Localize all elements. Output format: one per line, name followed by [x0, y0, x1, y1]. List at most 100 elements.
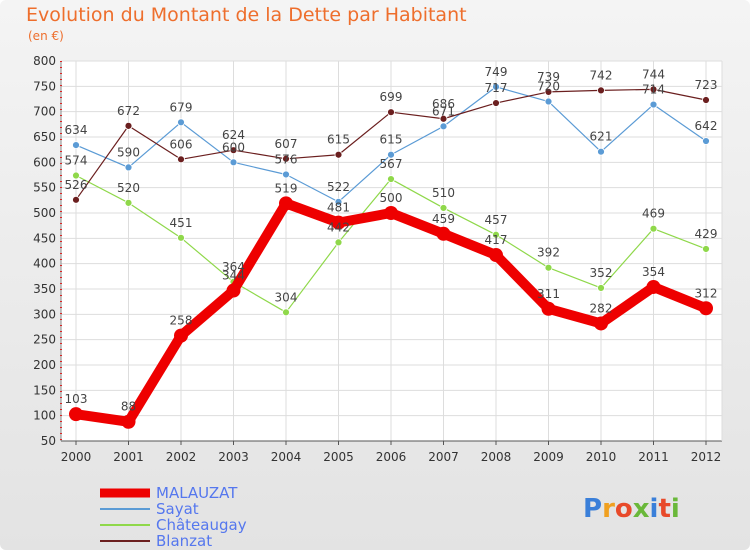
data-label-châteaugay: 574: [65, 154, 88, 168]
data-label-sayat: 720: [537, 80, 560, 94]
legend-label-châteaugay: Châteaugay: [156, 516, 247, 534]
data-label-sayat: 671: [432, 104, 455, 118]
x-tick-label: 2007: [428, 450, 459, 464]
data-label-blanzat: 723: [695, 78, 718, 92]
data-point-sayat: [544, 97, 553, 106]
data-label-malauzat: 519: [275, 181, 298, 195]
data-point-châteaugay: [492, 230, 500, 239]
data-point-malauzat: [646, 279, 661, 294]
data-label-malauzat: 344: [222, 269, 245, 283]
data-label-châteaugay: 442: [327, 220, 350, 234]
data-label-châteaugay: 567: [380, 157, 403, 171]
y-tick-label: 450: [33, 231, 56, 245]
data-label-malauzat: 417: [485, 233, 508, 247]
data-point-malauzat: [436, 226, 451, 241]
data-label-châteaugay: 510: [432, 186, 455, 200]
data-point-châteaugay: [597, 284, 605, 292]
data-label-sayat: 634: [65, 123, 88, 137]
data-point-sayat: [492, 82, 500, 91]
y-tick-label: 600: [33, 155, 56, 169]
data-point-blanzat: [597, 86, 605, 95]
data-point-malauzat: [699, 301, 713, 316]
y-tick-label: 100: [33, 409, 56, 423]
data-point-sayat: [124, 163, 133, 172]
x-tick-label: 2002: [166, 450, 197, 464]
data-label-blanzat: 526: [65, 178, 88, 192]
data-label-malauzat: 481: [327, 201, 350, 215]
data-label-châteaugay: 429: [695, 227, 718, 241]
data-point-sayat: [597, 147, 605, 156]
data-label-malauzat: 88: [121, 400, 136, 414]
data-point-sayat: [702, 137, 710, 145]
y-tick-label: 800: [33, 54, 56, 68]
y-tick-label: 200: [33, 358, 56, 372]
data-point-sayat: [177, 118, 185, 127]
data-label-sayat: 590: [117, 145, 140, 159]
data-label-blanzat: 624: [222, 128, 245, 142]
proxiti-logo: Proxiti: [583, 494, 680, 524]
data-point-sayat: [649, 100, 658, 109]
data-label-sayat: 749: [485, 65, 508, 79]
data-point-blanzat: [124, 121, 133, 130]
data-point-malauzat: [384, 206, 398, 220]
data-point-blanzat: [177, 155, 185, 164]
data-point-châteaugay: [124, 198, 133, 207]
data-point-sayat: [334, 197, 343, 206]
y-tick-label: 250: [33, 333, 56, 347]
data-label-châteaugay: 352: [590, 266, 613, 280]
data-point-blanzat: [72, 195, 80, 204]
data-label-blanzat: 607: [275, 137, 298, 151]
data-point-malauzat: [594, 316, 608, 331]
x-tick-label: 2011: [638, 450, 669, 464]
data-point-châteaugay: [544, 263, 553, 272]
data-label-blanzat: 615: [327, 133, 350, 147]
data-label-malauzat: 500: [380, 191, 403, 205]
data-label-malauzat: 354: [642, 265, 665, 279]
data-point-malauzat: [69, 407, 83, 422]
data-point-châteaugay: [72, 171, 80, 180]
data-label-châteaugay: 364: [222, 260, 245, 274]
data-label-châteaugay: 392: [537, 246, 560, 260]
data-label-sayat: 576: [275, 152, 298, 166]
y-tick-label: 650: [33, 130, 56, 144]
x-tick-label: 2005: [323, 450, 354, 464]
data-point-châteaugay: [177, 233, 185, 242]
data-label-sayat: 642: [695, 119, 718, 133]
data-label-blanzat: 742: [590, 68, 613, 82]
legend-label-sayat: Sayat: [156, 500, 199, 518]
x-tick-label: 2003: [218, 450, 249, 464]
data-point-malauzat: [226, 283, 241, 298]
legend-label-blanzat: Blanzat: [156, 532, 212, 550]
data-label-sayat: 621: [590, 130, 613, 144]
data-point-blanzat: [492, 99, 500, 107]
data-point-sayat: [387, 150, 395, 159]
y-tick-label: 300: [33, 307, 56, 321]
data-label-blanzat: 672: [117, 104, 140, 118]
data-label-blanzat: 739: [537, 70, 560, 84]
data-point-châteaugay: [282, 308, 290, 317]
data-label-châteaugay: 469: [642, 207, 665, 221]
y-tick-label: 50: [41, 434, 56, 448]
data-label-malauzat: 312: [695, 286, 718, 300]
data-point-sayat: [439, 122, 448, 131]
data-point-malauzat: [489, 248, 503, 263]
data-point-blanzat: [649, 85, 658, 94]
data-point-châteaugay: [439, 204, 448, 212]
data-point-châteaugay: [334, 238, 343, 247]
data-point-blanzat: [229, 146, 238, 155]
x-tick-label: 2000: [61, 450, 92, 464]
data-label-sayat: 679: [170, 100, 193, 114]
data-label-malauzat: 103: [65, 392, 88, 406]
data-point-blanzat: [702, 96, 710, 104]
x-tick-label: 2012: [691, 450, 722, 464]
data-label-blanzat: 686: [432, 97, 455, 111]
y-tick-label: 700: [33, 105, 56, 119]
data-label-sayat: 714: [642, 83, 665, 97]
data-point-sayat: [282, 170, 290, 179]
x-tick-label: 2006: [376, 450, 407, 464]
x-tick-label: 2004: [271, 450, 302, 464]
x-tick-label: 2009: [533, 450, 564, 464]
data-point-blanzat: [439, 114, 448, 123]
